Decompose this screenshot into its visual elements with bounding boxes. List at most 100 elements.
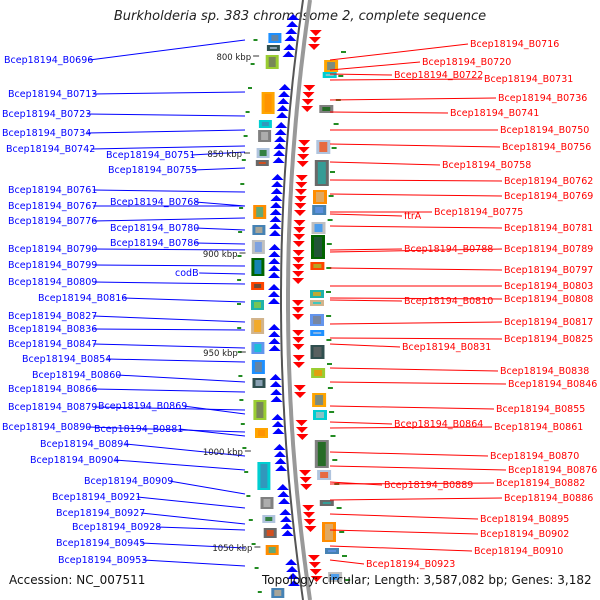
- left-gene-arrow: [270, 396, 283, 402]
- right-label-leader: [329, 529, 479, 535]
- left-feature-inner: [258, 162, 266, 164]
- right-gene-arrow: [293, 385, 306, 391]
- right-gene-label: Bcep18194_B0781: [504, 223, 593, 234]
- left-gene-label: Bcep18194_B0854: [22, 354, 111, 365]
- right-gene-arrow: [303, 85, 316, 91]
- left-gene-label: Bcep18194_B0809: [8, 277, 97, 288]
- left-gene-arrow: [274, 451, 287, 457]
- left-label-leader: [93, 281, 246, 285]
- left-feature-inner: [265, 517, 273, 521]
- left-gene-label: Bcep18194_B0869: [98, 401, 187, 412]
- scale-label: 800 kbp: [216, 53, 251, 63]
- right-gene-label: Bcep18194_B0762: [504, 176, 593, 187]
- right-label-leader: [329, 143, 501, 148]
- left-gene-arrow: [277, 98, 290, 104]
- right-gene-arrow: [295, 420, 308, 426]
- left-gene-label: Bcep18194_B0761: [8, 185, 97, 196]
- left-feature-inner: [254, 302, 261, 308]
- right-gene-label: Bcep18194_B0788: [404, 244, 493, 255]
- right-feature-inner: [314, 237, 322, 257]
- right-gene-arrow: [308, 44, 321, 50]
- scale-label: 850 kbp: [207, 150, 242, 160]
- left-feature-inner: [254, 320, 262, 332]
- left-feature-inner: [271, 35, 279, 41]
- left-gene-label: Bcep18194_B0904: [30, 455, 119, 466]
- left-gene-label: Bcep18194_B0953: [58, 555, 147, 566]
- right-gene-arrow: [292, 271, 305, 277]
- right-label-leader: [329, 545, 473, 552]
- right-gene-arrow: [292, 355, 305, 361]
- right-feature-inner: [319, 142, 328, 152]
- left-label-leader: [179, 428, 246, 437]
- left-gene-arrow: [270, 195, 283, 201]
- right-gene-arrow: [309, 30, 322, 36]
- right-feature-inner: [313, 347, 322, 357]
- right-feature-inner: [327, 62, 336, 70]
- left-label-leader: [141, 542, 246, 549]
- left-label-leader: [115, 459, 246, 471]
- left-gene-arrow: [268, 265, 281, 271]
- left-gene-arrow: [277, 491, 290, 497]
- left-gene-label: Bcep18194_B0751: [106, 150, 195, 161]
- left-gene-label: Bcep18194_B0928: [72, 522, 161, 533]
- left-label-leader: [193, 167, 246, 171]
- right-feature-inner: [322, 107, 331, 111]
- left-gene-label: Bcep18194_B0827: [8, 311, 97, 322]
- right-gene-arrow: [294, 203, 307, 209]
- right-gene-label: Bcep18194_B0825: [504, 334, 593, 345]
- right-gene-label: Bcep18194_B0902: [480, 529, 569, 540]
- right-gene-arrow: [308, 562, 321, 568]
- left-feature-inner: [266, 530, 274, 536]
- left-gene-arrow: [271, 414, 284, 420]
- left-gene-arrow: [268, 298, 281, 304]
- right-label-leader: [329, 61, 421, 71]
- scale-label: 1050 kbp: [212, 544, 252, 554]
- left-gene-arrow: [287, 573, 300, 579]
- left-gene-arrow: [283, 44, 296, 50]
- left-label-leader: [195, 242, 246, 245]
- right-gene-label: Bcep18194_B0846: [508, 379, 597, 390]
- right-gene-label: Bcep18194_B0750: [500, 125, 589, 136]
- right-gene-arrow: [299, 477, 312, 483]
- left-gene-arrow: [274, 129, 287, 135]
- right-gene-arrow: [298, 140, 311, 146]
- left-label-leader: [93, 264, 246, 267]
- left-gene-arrow: [270, 389, 283, 395]
- left-gene-arrow: [268, 324, 281, 330]
- left-gene-arrow: [271, 181, 284, 187]
- left-gene-arrow: [276, 112, 289, 118]
- left-gene-label: Bcep18194_B0909: [84, 476, 173, 487]
- left-gene-arrow: [268, 331, 281, 337]
- right-label-leader: [329, 225, 503, 229]
- left-feature-inner: [254, 362, 262, 372]
- left-gene-arrow: [282, 51, 295, 57]
- left-feature-inner: [254, 344, 262, 352]
- left-gene-label: Bcep18194_B0879: [8, 402, 97, 413]
- left-gene-arrow: [271, 174, 284, 180]
- left-gene-label: Bcep18194_B0860: [32, 370, 121, 381]
- left-feature-inner: [268, 57, 276, 67]
- right-label-leader: [329, 381, 507, 385]
- right-label-leader: [329, 248, 403, 251]
- left-label-leader: [169, 480, 246, 495]
- right-gene-arrow: [292, 241, 305, 247]
- right-gene-arrow: [292, 250, 305, 256]
- left-feature-inner: [259, 150, 267, 156]
- left-gene-label: Bcep18194_B0713: [8, 89, 97, 100]
- left-feature-inner: [254, 242, 262, 252]
- left-feature-inner: [254, 284, 262, 288]
- scale-label: 1000 kbp: [203, 448, 243, 458]
- right-gene-arrow: [296, 161, 309, 167]
- right-label-leader: [329, 337, 503, 340]
- right-gene-label: Bcep18194_B0808: [504, 294, 593, 305]
- left-gene-arrow: [285, 28, 298, 34]
- left-gene-label: Bcep18194_B0768: [110, 197, 199, 208]
- left-gene-arrow: [275, 122, 288, 128]
- gene-labels: 800 kbp 850 kbp 900 kbp 950 kbp 1000 kbp 1050…: [2, 39, 597, 570]
- right-gene-arrow: [295, 175, 308, 181]
- left-label-leader: [199, 272, 246, 275]
- right-gene-arrow: [301, 106, 314, 112]
- left-label-leader: [195, 201, 246, 207]
